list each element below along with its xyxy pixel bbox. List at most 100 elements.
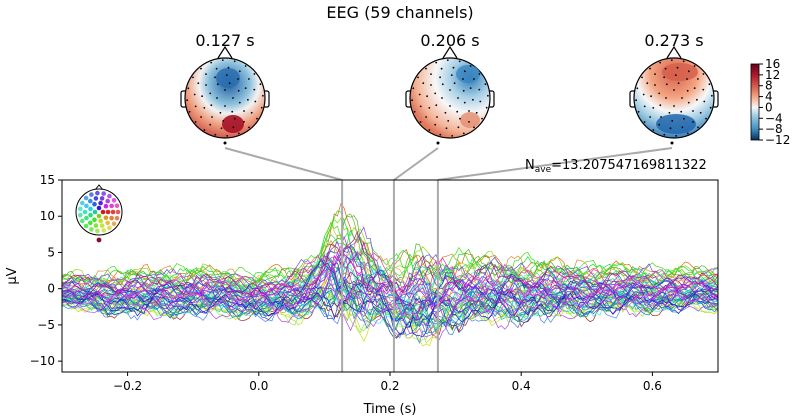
sensor-legend-dot bbox=[88, 206, 93, 212]
nose-icon bbox=[666, 45, 682, 59]
sensor-legend-dot bbox=[103, 203, 109, 209]
sensor-legend-dot bbox=[114, 203, 120, 209]
sensor-legend-dot bbox=[109, 215, 114, 221]
colorbar-tick-label: −12 bbox=[765, 133, 790, 147]
sensor-legend-dot bbox=[88, 212, 93, 218]
sensor-legend-dot bbox=[107, 225, 112, 231]
sensor-legend-dot bbox=[84, 215, 89, 221]
sensor-legend-dot bbox=[110, 209, 116, 215]
y-axis-label: µV bbox=[5, 267, 20, 284]
sensor-legend-dot bbox=[98, 200, 103, 206]
x-axis-label: Time (s) bbox=[363, 402, 417, 417]
sensor-legend-dot bbox=[93, 196, 99, 201]
channel-trace bbox=[62, 252, 718, 296]
sensor-legend-dot bbox=[83, 195, 89, 201]
channel-trace bbox=[62, 210, 718, 290]
sensor-legend-dot bbox=[111, 198, 117, 203]
channel-trace bbox=[62, 265, 718, 323]
sensor-legend-dot bbox=[111, 221, 117, 226]
colorbar-tick-label: −8 bbox=[765, 122, 783, 136]
sensor-legend-dot bbox=[105, 198, 110, 204]
channel-trace bbox=[62, 251, 718, 319]
topomap-3: 0.273 s bbox=[629, 31, 719, 145]
sensor-legend-dot bbox=[92, 201, 97, 207]
channel-trace bbox=[62, 283, 718, 329]
sensor-legend-dot bbox=[89, 192, 94, 197]
sensor-dots bbox=[635, 59, 713, 137]
channel-trace bbox=[62, 284, 718, 336]
guide-line bbox=[224, 147, 343, 181]
nose-icon bbox=[217, 45, 233, 59]
channel-trace bbox=[62, 268, 718, 328]
topomap-1: 0.127 s bbox=[180, 31, 270, 145]
sensor-legend-dot bbox=[107, 193, 112, 199]
sensor-legend-dot bbox=[101, 191, 106, 196]
y-tick-label: 15 bbox=[40, 173, 55, 187]
sensor-legend-dot bbox=[109, 203, 114, 209]
sensor-legend-dot bbox=[103, 215, 109, 221]
sensor-legend-dot bbox=[84, 203, 89, 209]
y-tick-label: 5 bbox=[47, 245, 55, 259]
sensor-legend-dot bbox=[99, 223, 105, 228]
nave-annotation: Nave=13.207547169811322 bbox=[525, 158, 707, 175]
colorbar-tick-label: 4 bbox=[765, 90, 773, 104]
y-tick-label: −5 bbox=[37, 318, 55, 332]
sensor-legend-dot bbox=[93, 223, 99, 228]
channel-trace bbox=[62, 269, 718, 332]
sensor-legend-dot bbox=[100, 209, 106, 215]
y-axis: −10 −5 0 5 10 15 bbox=[30, 173, 62, 368]
y-tick-label: 10 bbox=[40, 209, 55, 223]
sensor-legend-dot bbox=[96, 213, 102, 219]
channel-trace bbox=[62, 262, 718, 328]
sensor-dots bbox=[411, 59, 489, 137]
channel-trace bbox=[62, 232, 718, 297]
sensor-legend-dot bbox=[101, 228, 106, 233]
guide-lines bbox=[224, 147, 673, 181]
channel-trace bbox=[62, 230, 718, 298]
sensor-dots bbox=[186, 59, 264, 137]
scalp-map bbox=[184, 57, 266, 139]
x-tick-label: −0.2 bbox=[113, 379, 142, 393]
sensor-legend-dot bbox=[95, 228, 100, 234]
sensor-legend-dot bbox=[105, 220, 110, 226]
sensor-legend-dot bbox=[96, 205, 102, 211]
sensor-legend-dot bbox=[88, 198, 93, 204]
sensor-legend-dot bbox=[80, 200, 85, 206]
sensor-legend-dot bbox=[92, 209, 98, 215]
sensor-legend-dot bbox=[115, 209, 121, 215]
nose-icon bbox=[442, 45, 458, 59]
channel-trace bbox=[62, 259, 718, 322]
channel-trace bbox=[62, 280, 718, 339]
topomap-label-1: 0.127 s bbox=[195, 31, 254, 50]
sensor-legend-dot bbox=[88, 220, 93, 226]
sensor-legend-dot bbox=[99, 196, 105, 201]
guide-line bbox=[437, 147, 673, 181]
x-tick-label: 0.0 bbox=[249, 379, 268, 393]
guide-line bbox=[393, 147, 439, 181]
colorbar-tick-label: 12 bbox=[765, 68, 780, 82]
x-tick-label: 0.4 bbox=[512, 379, 531, 393]
sensor-legend-dot bbox=[78, 206, 83, 212]
sensor-legend-dot bbox=[82, 209, 88, 215]
plot-area: −0.2 0.0 0.2 0.4 0.6 −10 −5 0 5 10 15 Time (s) µV… bbox=[5, 158, 719, 417]
figure-title: EEG (59 channels) bbox=[326, 3, 473, 22]
y-tick-label: 0 bbox=[47, 282, 55, 296]
topomap-label-2: 0.206 s bbox=[420, 31, 479, 50]
colorbar-tick-label: 16 bbox=[765, 57, 780, 71]
colorbar-tick-label: 8 bbox=[765, 79, 773, 93]
sensor-legend-dot bbox=[89, 227, 94, 232]
sensor-legend-dot bbox=[78, 212, 83, 218]
y-tick-label: −10 bbox=[30, 354, 55, 368]
channel-trace bbox=[62, 293, 718, 345]
sensor-legend-dot bbox=[80, 218, 85, 224]
topomap-label-3: 0.273 s bbox=[644, 31, 703, 50]
sensor-legend-dot bbox=[92, 217, 97, 223]
x-axis: −0.2 0.0 0.2 0.4 0.6 bbox=[113, 372, 662, 393]
channel-trace bbox=[62, 281, 718, 341]
x-tick-label: 0.2 bbox=[380, 379, 399, 393]
sensor-legend bbox=[75, 184, 123, 243]
topomap-2: 0.206 s bbox=[405, 31, 495, 145]
time-markers bbox=[341, 180, 439, 372]
